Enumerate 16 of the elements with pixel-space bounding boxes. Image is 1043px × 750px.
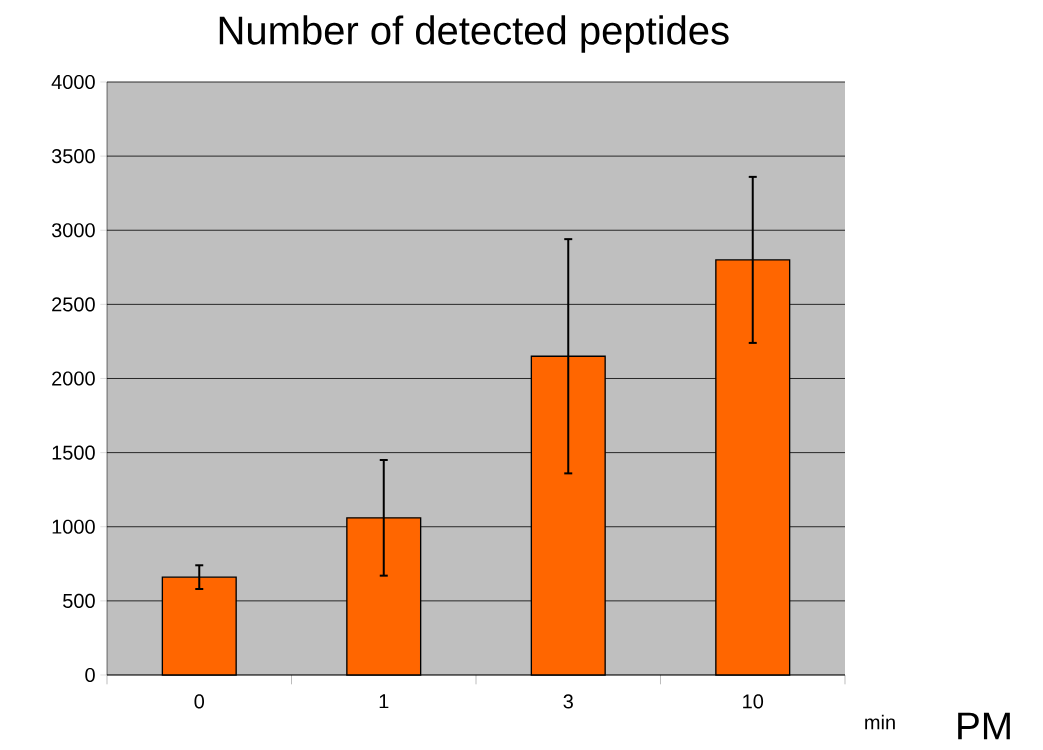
y-tick-label: 1500 <box>52 445 95 460</box>
y-tick-label: 3500 <box>51 149 95 164</box>
x-tick-label: 1 <box>379 694 389 709</box>
y-tick-label: 2000 <box>52 371 95 386</box>
x-tick-label: 3 <box>563 694 573 709</box>
y-tick-label: 0 <box>85 667 95 683</box>
y-tick-label: 2500 <box>52 297 95 312</box>
chart-title: Number of detected peptides <box>219 15 729 53</box>
text: PM <box>958 712 1010 740</box>
y-tick-label: 1000 <box>52 519 95 534</box>
x-tick-label: 10 <box>743 694 764 709</box>
y-tick-label: 3000 <box>51 223 95 238</box>
x-tick-label: 0 <box>194 694 205 709</box>
y-tick-label: 500 <box>63 593 95 608</box>
x-axis-title: min <box>865 714 895 730</box>
y-tick-label: 4000 <box>51 74 95 90</box>
